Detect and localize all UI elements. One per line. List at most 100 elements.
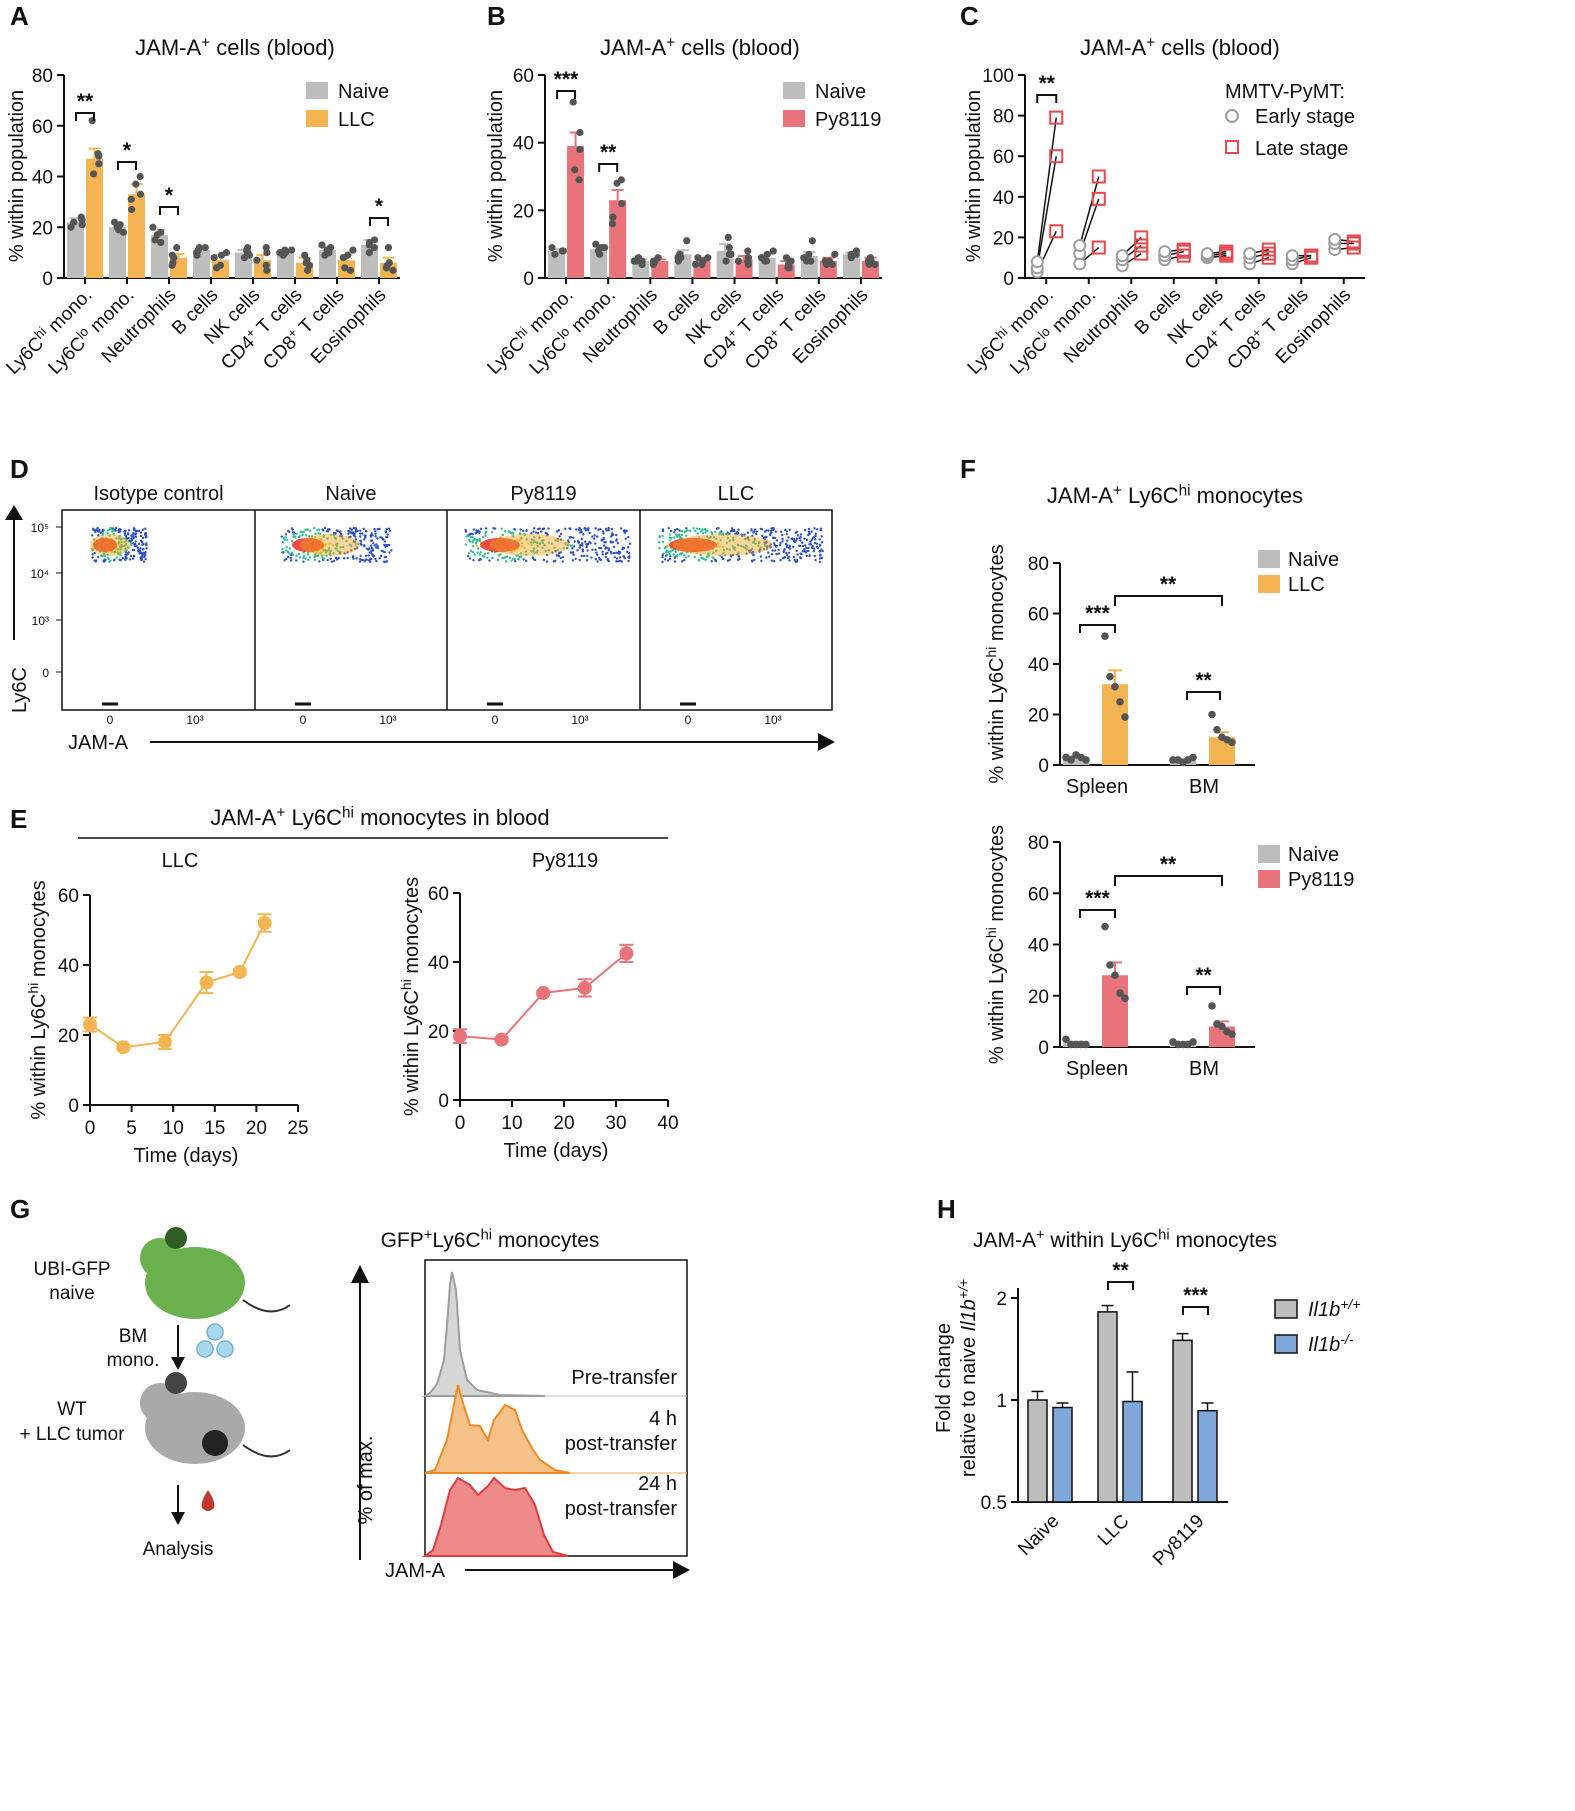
flow-event: [304, 534, 308, 537]
flow-event: [124, 555, 127, 558]
flow-event: [283, 559, 286, 562]
y-axis-label: % within population: [6, 90, 28, 262]
flow-event: [372, 554, 376, 558]
flow-event: [606, 558, 610, 561]
flow-event: [718, 545, 721, 548]
flow-event: [134, 540, 137, 543]
workflow-text: UBI-GFP: [33, 1259, 110, 1280]
flow-event: [794, 560, 798, 564]
data-point: [744, 247, 752, 255]
flow-event: [339, 530, 342, 533]
flow-event: [281, 548, 284, 551]
flow-event: [765, 556, 768, 559]
x-tick-label: 0: [300, 713, 307, 727]
flow-arrowhead: [171, 1357, 185, 1370]
flow-event: [511, 531, 514, 535]
flow-event: [581, 542, 584, 545]
mouse-head: [140, 1383, 180, 1423]
flow-event: [607, 547, 610, 550]
flow-event: [124, 557, 127, 561]
flow-event: [118, 536, 121, 540]
flow-event: [737, 544, 740, 547]
flow-event: [517, 557, 520, 561]
flow-event: [136, 549, 140, 553]
flow-event: [292, 532, 296, 536]
flow-event: [374, 532, 377, 535]
flow-event: [626, 546, 630, 549]
legend-label-ko: Il1b-/-: [1308, 1331, 1354, 1356]
flow-arrowhead: [171, 1512, 185, 1525]
flow-event: [661, 534, 664, 538]
flow-event: [314, 553, 317, 556]
bar-naive: [361, 245, 378, 278]
flow-event: [611, 540, 615, 544]
flow-event: [692, 527, 695, 530]
y-tick-label: 40: [428, 953, 449, 974]
flow-event: [108, 560, 111, 563]
flow-event: [347, 529, 350, 533]
flow-event: [132, 542, 135, 545]
legend-label-early: Early stage: [1255, 106, 1355, 128]
flow-event: [701, 531, 705, 535]
data-point: [613, 179, 621, 187]
flow-event: [386, 535, 389, 539]
late-stage-point: [1049, 110, 1064, 125]
flow-event: [547, 527, 550, 530]
panel-label-c: C: [960, 1, 979, 31]
y-tick-label: 40: [1028, 655, 1049, 676]
flow-event: [505, 560, 508, 563]
flow-event: [785, 551, 788, 555]
flow-event: [572, 536, 575, 539]
flow-event: [481, 554, 485, 558]
y-tick-label: 40: [513, 134, 534, 155]
category-label: Spleen: [1066, 1058, 1128, 1080]
x-tick-label: 10³: [379, 713, 396, 727]
y-axis-label: Fold change: [933, 1323, 955, 1433]
data-point: [744, 257, 752, 265]
y-tick-label: 60: [428, 884, 449, 905]
flow-event: [386, 533, 390, 536]
flow-event: [468, 533, 472, 536]
bar-naive: [109, 227, 126, 278]
flow-event: [508, 531, 511, 534]
flow-event: [573, 540, 577, 543]
flow-event: [668, 536, 671, 539]
flow-event: [531, 556, 535, 559]
flow-event: [141, 543, 144, 546]
flow-event: [284, 536, 287, 539]
flow-event: [579, 531, 582, 534]
flow-event: [561, 556, 565, 559]
flow-event: [335, 529, 339, 532]
flow-event: [530, 550, 533, 553]
flow-event: [370, 532, 373, 535]
flow-event: [556, 539, 559, 542]
flow-event: [783, 528, 787, 532]
late-stage-point: [1261, 242, 1276, 257]
flow-event: [710, 560, 713, 563]
data-point: [383, 261, 391, 269]
flow-event: [732, 536, 735, 539]
flow-event: [138, 551, 141, 555]
chart-title-c: JAM-A+ cells (blood): [1080, 34, 1280, 60]
legend-label-naive: Naive: [815, 81, 866, 103]
flow-event: [483, 552, 487, 556]
flow-event: [359, 540, 363, 543]
flow-event: [282, 551, 285, 554]
flow-event: [810, 538, 814, 542]
flow-event: [807, 546, 810, 550]
data-point: [787, 257, 795, 265]
flow-event: [586, 554, 589, 558]
flow-event: [532, 541, 535, 544]
x-arrowhead: [673, 1561, 690, 1579]
flow-event: [323, 526, 327, 530]
data-point: [201, 243, 209, 252]
flow-event: [319, 532, 322, 535]
y-tick-label: 10⁴: [30, 567, 49, 581]
flow-event: [530, 538, 533, 541]
flow-event: [607, 529, 611, 532]
flow-event: [705, 555, 709, 559]
flow-event: [722, 551, 725, 555]
flow-event: [818, 550, 821, 553]
flow-event: [699, 553, 702, 557]
data-point: [389, 266, 397, 274]
